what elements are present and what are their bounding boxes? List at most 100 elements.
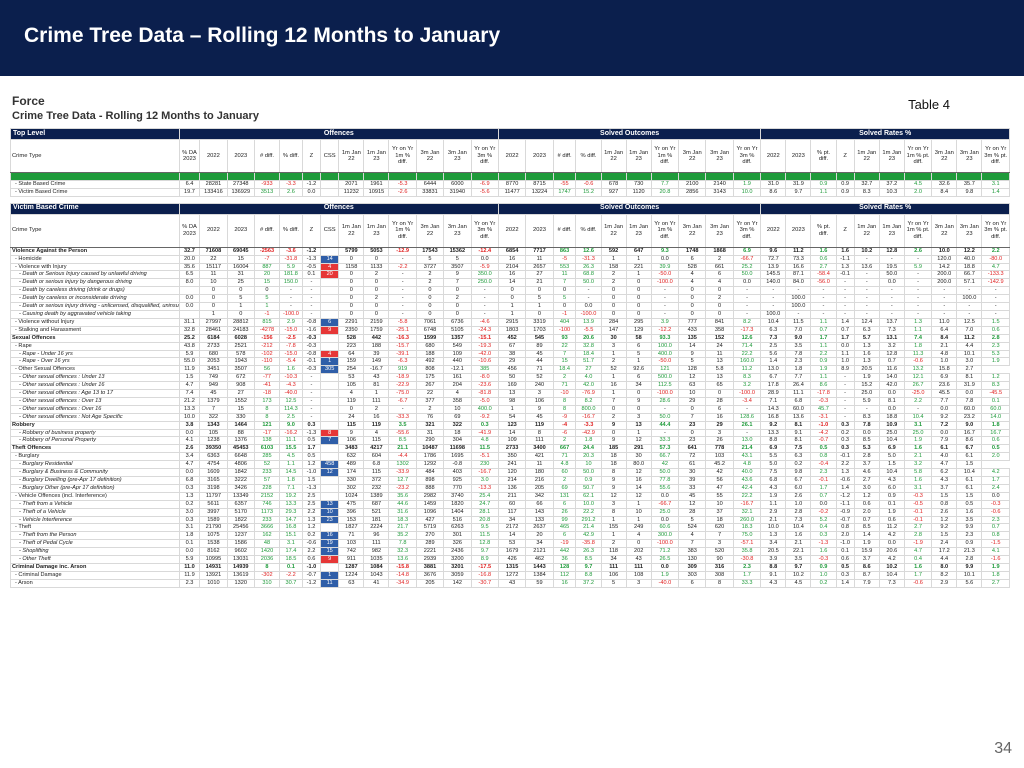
value-cell: 15.1 [279, 531, 303, 541]
value-cell: 106 [338, 436, 365, 446]
value-cell: 1 [625, 428, 652, 438]
value-cell: 18.5 [279, 555, 303, 564]
crime-type-cell: - Burglary Residential [10, 460, 180, 470]
value-cell: 4 [705, 278, 734, 288]
value-cell: 8.4 [575, 172, 602, 181]
value-cell: 6000 [443, 179, 472, 189]
value-cell: 0 [678, 302, 707, 311]
value-cell: 138 [253, 436, 281, 446]
value-cell: 1.3 [853, 341, 880, 351]
value-cell: 2291 [338, 317, 365, 327]
value-cell: 130 [678, 555, 707, 564]
value-cell: 9602 [226, 547, 255, 557]
value-cell: - [903, 302, 933, 311]
value-cell: 661 [705, 262, 734, 272]
value-cell: - [853, 254, 880, 264]
value-cell: 0 [705, 302, 734, 311]
value-cell: -22.9 [388, 381, 417, 391]
value-cell: 2733 [199, 341, 228, 351]
value-cell: -50.0 [650, 270, 680, 280]
value-cell: 592 [600, 246, 627, 256]
value-cell: 30 [600, 333, 627, 343]
value-cell: 43.1 [732, 452, 762, 462]
value-cell: 16 [705, 412, 734, 422]
value-cell: - [903, 278, 933, 288]
value-cell: 0.2 [810, 578, 837, 588]
value-cell: 1.8 [981, 570, 1010, 580]
value-cell: 62.1 [575, 491, 602, 501]
table-row: Robbery 3.8 1343 1464 121 9.0 0.3 115 119 3.5 321 3… [10, 420, 1010, 430]
value-cell: 0.6 [981, 436, 1010, 446]
value-cell: 22.2 [732, 349, 762, 359]
value-cell: 330 [338, 476, 365, 485]
value-cell: 0.3 [835, 570, 855, 580]
value-cell [320, 444, 340, 454]
value-cell: 16 [625, 476, 652, 485]
value-cell: - [301, 373, 322, 383]
column-header: Z [835, 139, 855, 173]
value-cell [956, 172, 983, 181]
value-cell: 13.9 [575, 317, 602, 327]
value-cell: 1 [363, 389, 390, 398]
value-cell: 19.7 [178, 187, 201, 197]
crime-type-cell: - Rape [10, 341, 180, 351]
value-cell: 0.6 [301, 555, 322, 564]
value-cell: 5 [525, 294, 554, 304]
value-cell: 6.7 [785, 476, 812, 485]
value-cell: 4.5 [785, 578, 812, 588]
value-cell: 465 [552, 523, 577, 533]
value-cell: 18 [600, 452, 627, 462]
value-cell: 5 [678, 357, 707, 367]
column-header: Yr on Yr 3m % diff. [732, 139, 762, 173]
value-cell: 4.0 [931, 452, 958, 462]
value-cell: 175 [415, 373, 445, 383]
value-cell: 20.6 [575, 333, 602, 343]
value-cell: 0.0 [650, 562, 680, 572]
value-cell: 321 [415, 420, 445, 430]
value-cell: -9.2 [470, 412, 499, 422]
value-cell: 0 [363, 286, 390, 296]
value-cell: 1695 [443, 452, 472, 462]
value-cell: 35.2 [388, 531, 417, 541]
value-cell [320, 483, 340, 493]
value-cell: 5170 [226, 507, 255, 517]
value-cell: 39 [678, 476, 707, 485]
value-cell: - [931, 294, 958, 304]
value-cell: 927 [600, 187, 627, 197]
value-cell: 118 [600, 547, 627, 557]
css-flag-cell: 12 [320, 468, 340, 477]
value-cell: - [931, 286, 958, 296]
value-cell: 11.1 [279, 436, 303, 446]
column-header: 3m Jan 22 [415, 139, 445, 173]
value-cell: 3.8 [178, 420, 201, 430]
value-cell: 6.8 [760, 476, 787, 485]
value-cell: - [650, 428, 680, 438]
value-cell: 7 [600, 396, 627, 406]
value-cell: 12.5 [956, 317, 983, 327]
value-cell: 22 [199, 254, 228, 264]
value-cell: 6648 [226, 452, 255, 462]
value-cell: 2.5 [279, 412, 303, 422]
value-cell [320, 286, 340, 296]
value-cell [178, 309, 201, 319]
value-cell: -4 [552, 420, 577, 430]
value-cell: 2.9 [279, 317, 303, 327]
value-cell: 641 [678, 444, 707, 454]
value-cell: 0.2 [178, 499, 201, 509]
value-cell: 0.9 [575, 476, 602, 485]
value-cell [320, 294, 340, 304]
value-cell: 44 [525, 357, 554, 367]
value-cell: 1.9 [760, 491, 787, 501]
value-cell: 8 [600, 507, 627, 517]
value-cell: 173 [253, 396, 281, 406]
value-cell: 10.0 [931, 246, 958, 256]
value-cell: 111 [363, 539, 390, 549]
crime-type-cell: - Violence without Injury [10, 317, 180, 327]
value-cell: 841 [705, 317, 734, 327]
value-cell: 11797 [199, 491, 228, 501]
value-cell: -16.7 [575, 412, 602, 422]
value-cell: 100.0 [785, 302, 812, 311]
value-cell: 29 [497, 357, 527, 367]
value-cell: 169 [497, 381, 527, 391]
value-cell: 687 [363, 499, 390, 509]
